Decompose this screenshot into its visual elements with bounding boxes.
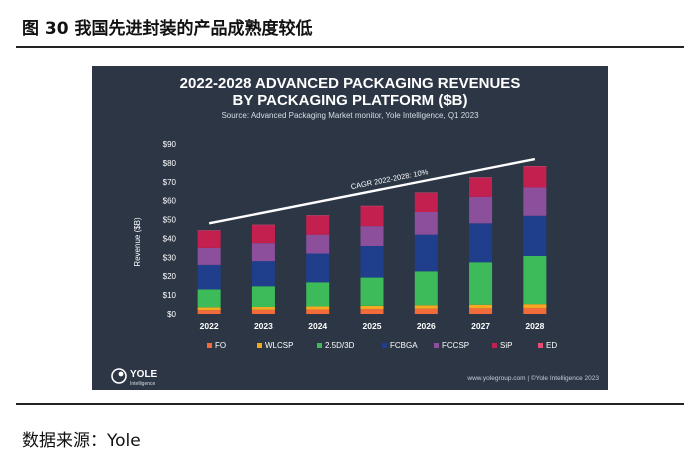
legend-swatch — [434, 343, 439, 348]
legend-label: WLCSP — [265, 341, 293, 350]
bar-segment — [251, 309, 275, 314]
bar-segment — [360, 226, 384, 246]
bar-segment — [251, 243, 275, 262]
legend-label: 2.5D/3D — [325, 341, 355, 350]
yole-logo-icon — [111, 368, 127, 384]
bar-segment — [306, 306, 330, 310]
bar-segment — [414, 234, 438, 272]
chart-title-line1: 2022-2028 ADVANCED PACKAGING REVENUES — [180, 75, 521, 92]
y-tick-label: $90 — [163, 140, 177, 149]
bar-segment — [360, 205, 384, 207]
bar-segment — [414, 212, 438, 235]
bar-segment — [197, 289, 221, 308]
bar-segment — [523, 166, 547, 188]
figure-caption: 图 30 我国先进封装的产品成熟度较低 — [22, 19, 313, 39]
x-tick-label: 2023 — [254, 321, 273, 331]
yole-logo: YOLE Intelligence — [111, 368, 158, 387]
bar-segment — [306, 309, 330, 314]
y-axis-label: Revenue ($B) — [133, 217, 142, 267]
x-tick-label: 2024 — [308, 321, 327, 331]
bar-segment — [306, 215, 330, 216]
bar-segment — [197, 247, 221, 265]
bar-segment — [523, 304, 547, 308]
legend-swatch — [257, 343, 262, 348]
bar-segment — [197, 307, 221, 311]
legend-swatch — [538, 343, 543, 348]
bar-segment — [414, 193, 438, 212]
bottom-rule — [16, 403, 684, 405]
brand-name: YOLE — [130, 369, 158, 380]
y-tick-label: $40 — [163, 234, 177, 243]
x-tick-label: 2028 — [525, 321, 544, 331]
bar-segment — [414, 271, 438, 306]
bar-segment — [414, 308, 438, 314]
bar-segment — [251, 224, 275, 226]
chart-panel: 2022-2028 ADVANCED PACKAGING REVENUES BY… — [92, 66, 608, 390]
footer-credit: www.yolegroup.com | ©Yole Intelligence 2… — [466, 374, 599, 382]
x-tick-label: 2025 — [363, 321, 382, 331]
legend-label: ED — [546, 341, 557, 350]
bar-segment — [414, 192, 438, 194]
bar-segment — [197, 310, 221, 314]
cagr-trend-line — [208, 157, 536, 225]
legend-label: SiP — [500, 341, 512, 350]
chart-title-line2: BY PACKAGING PLATFORM ($B) — [233, 92, 468, 109]
y-tick-label: $30 — [163, 253, 177, 262]
bar-segment — [306, 253, 330, 283]
bar-segment — [360, 305, 384, 310]
yole-logo-dot — [118, 371, 124, 377]
bar-segment — [523, 187, 547, 216]
y-tick-label: $0 — [167, 310, 176, 319]
bar-segment — [523, 166, 547, 167]
bar-segment — [251, 307, 275, 310]
bar-segment — [360, 206, 384, 227]
brand-sub: Intelligence — [130, 381, 156, 387]
legend-label: FCBGA — [390, 341, 418, 350]
legend-label: FCCSP — [442, 341, 469, 350]
bar-segment — [197, 230, 221, 231]
bar-segment — [523, 256, 547, 305]
y-tick-label: $80 — [163, 159, 177, 168]
bar-segment — [469, 223, 493, 263]
y-tick-label: $50 — [163, 216, 177, 225]
y-tick-label: $10 — [163, 291, 177, 300]
bar-segment — [469, 304, 493, 309]
y-tick-label: $20 — [163, 272, 177, 281]
x-tick-label: 2027 — [471, 321, 490, 331]
legend-swatch — [382, 343, 387, 348]
legend-swatch — [207, 343, 212, 348]
bar-segment — [469, 262, 493, 305]
y-tick-label: $60 — [163, 197, 177, 206]
chart-svg: 2022-2028 ADVANCED PACKAGING REVENUES BY… — [111, 75, 599, 387]
chart-subtitle: Source: Advanced Packaging Market monito… — [221, 111, 479, 120]
bar-segment — [523, 215, 547, 257]
bar-segment — [469, 196, 493, 224]
bar-segment — [251, 261, 275, 287]
bar-segment — [251, 286, 275, 308]
x-tick-label: 2026 — [417, 321, 436, 331]
bar-segment — [306, 215, 330, 235]
bar-segment — [306, 282, 330, 307]
y-tick-label: $70 — [163, 178, 177, 187]
bar-segment — [197, 230, 221, 248]
bar-segment — [251, 225, 275, 244]
top-rule — [16, 46, 684, 48]
figure-source: 数据来源：Yole — [22, 431, 141, 451]
bar-segment — [360, 277, 384, 306]
bar-segment — [469, 177, 493, 178]
bar-segment — [414, 305, 438, 309]
legend-label: FO — [215, 341, 226, 350]
x-tick-label: 2022 — [200, 321, 219, 331]
bar-segment — [469, 308, 493, 314]
bar-segment — [523, 307, 547, 314]
bar-segment — [306, 234, 330, 254]
bar-segment — [197, 264, 221, 290]
bar-segment — [360, 309, 384, 314]
legend-swatch — [317, 343, 322, 348]
legend-swatch — [492, 343, 497, 348]
bar-segment — [360, 246, 384, 278]
bar-segment — [469, 178, 493, 197]
